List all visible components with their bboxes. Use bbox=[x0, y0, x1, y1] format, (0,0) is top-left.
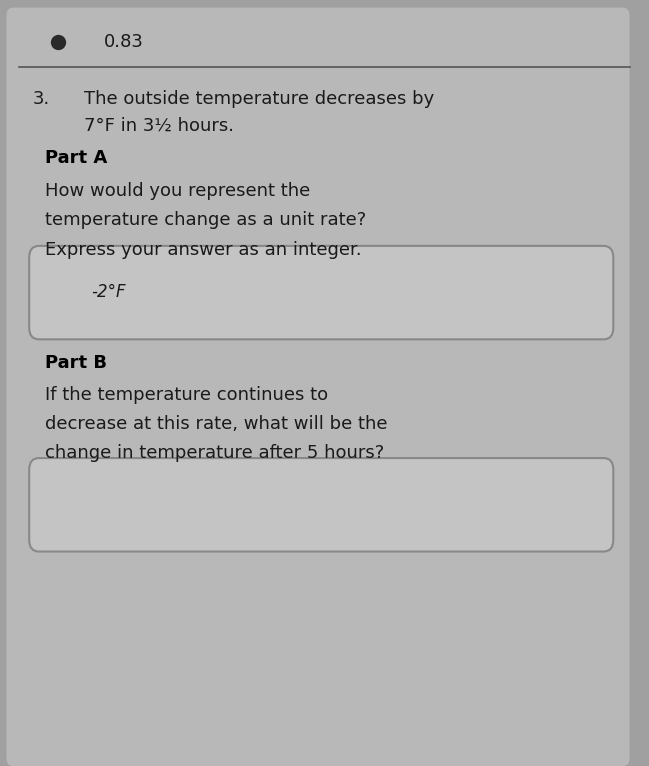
Text: The outside temperature decreases by: The outside temperature decreases by bbox=[84, 90, 435, 108]
Text: How would you represent the: How would you represent the bbox=[45, 182, 311, 200]
Text: Part B: Part B bbox=[45, 354, 108, 372]
Text: -2°F: -2°F bbox=[91, 283, 125, 301]
FancyBboxPatch shape bbox=[29, 458, 613, 552]
Text: 7°F in 3½ hours.: 7°F in 3½ hours. bbox=[84, 116, 234, 134]
Text: decrease at this rate, what will be the: decrease at this rate, what will be the bbox=[45, 415, 388, 433]
Text: 0.83: 0.83 bbox=[104, 33, 143, 51]
FancyBboxPatch shape bbox=[6, 8, 630, 766]
FancyBboxPatch shape bbox=[29, 246, 613, 339]
Text: 3.: 3. bbox=[32, 90, 50, 108]
Text: If the temperature continues to: If the temperature continues to bbox=[45, 386, 328, 404]
Text: Part A: Part A bbox=[45, 149, 108, 167]
Text: Express your answer as an integer.: Express your answer as an integer. bbox=[45, 241, 362, 258]
Text: change in temperature after 5 hours?: change in temperature after 5 hours? bbox=[45, 444, 385, 462]
Text: temperature change as a unit rate?: temperature change as a unit rate? bbox=[45, 211, 367, 229]
